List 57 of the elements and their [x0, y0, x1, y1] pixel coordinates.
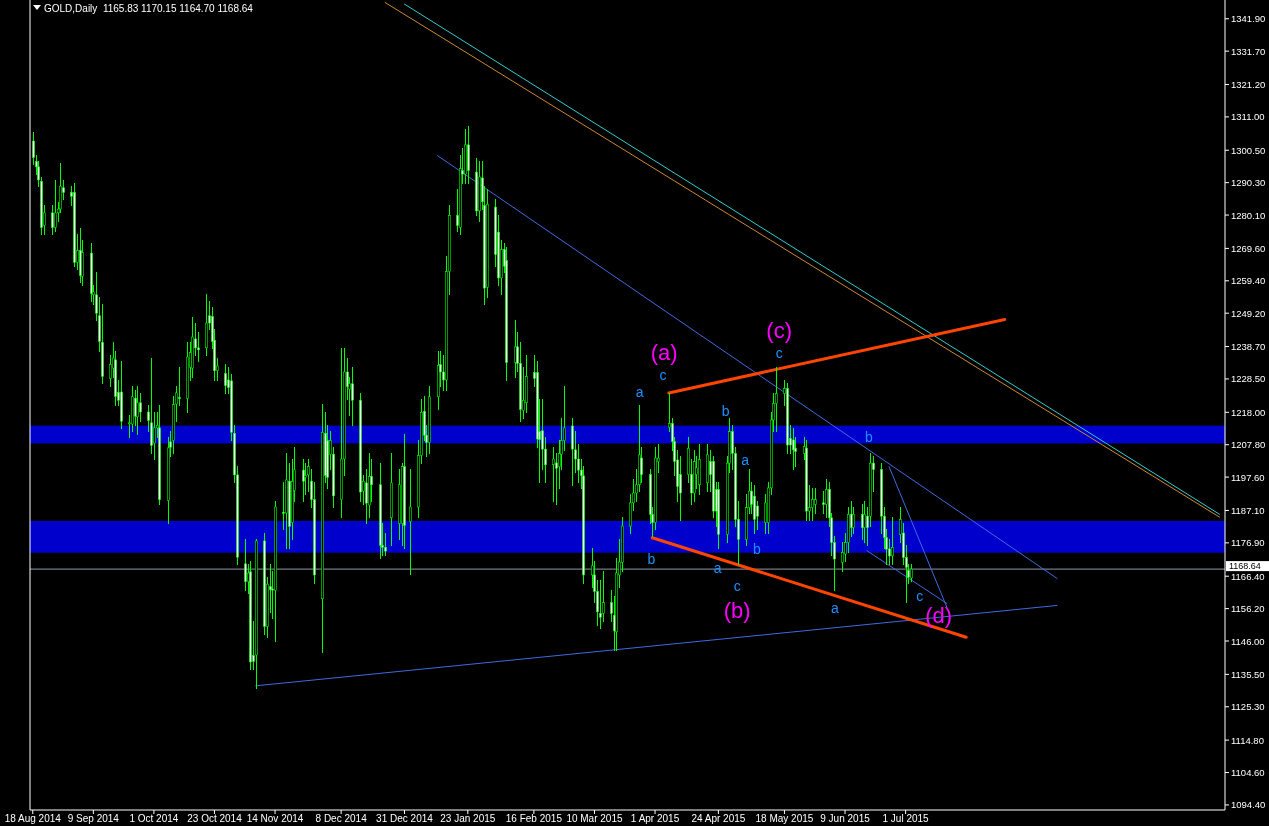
y-tick-label: 1290.30: [1231, 177, 1266, 189]
y-tick-label: 1280.10: [1231, 209, 1266, 221]
y-tick-label: 1187.10: [1231, 504, 1265, 516]
annotation: a: [635, 384, 644, 401]
y-tick-label: 1331.70: [1231, 45, 1266, 57]
annotation: b: [721, 402, 730, 419]
x-tick-label: 24 Apr 2015: [691, 812, 746, 824]
x-tick-label: 1 Oct 2014: [129, 812, 179, 824]
annotation: b: [753, 540, 762, 557]
y-tick-label: 1228.50: [1231, 373, 1266, 385]
x-tick-label: 18 Aug 2014: [4, 812, 62, 824]
x-tick-label: 16 Feb 2015: [505, 812, 563, 824]
annotation: (c): [766, 318, 793, 344]
y-tick-label: 1311.00: [1231, 111, 1265, 123]
annotation: b: [647, 550, 656, 567]
x-tick-label: 9 Jun 2015: [820, 812, 871, 824]
annotation: c: [733, 577, 741, 594]
x-tick-label: 23 Oct 2014: [187, 812, 243, 824]
y-tick-label: 1114.80: [1231, 734, 1264, 746]
x-tick-label: 31 Dec 2014: [376, 812, 434, 824]
y-tick-label: 1207.80: [1231, 439, 1266, 451]
y-tick-label: 1300.50: [1231, 144, 1266, 156]
y-tick-label: 1104.60: [1231, 767, 1265, 779]
x-tick-label: 1 Apr 2015: [630, 812, 680, 824]
x-tick-label: 8 Dec 2014: [315, 812, 368, 824]
y-tick-label: 1238.70: [1231, 341, 1266, 353]
y-tick-label: 1094.40: [1231, 799, 1266, 811]
y-tick-label: 1197.60: [1231, 471, 1265, 483]
y-tick-label: 1249.20: [1231, 307, 1266, 319]
annotation: (a): [650, 339, 678, 365]
x-tick-label: 14 Nov 2014: [246, 812, 304, 824]
y-tick-label: 1341.90: [1231, 13, 1266, 25]
y-tick-label: 1176.90: [1231, 537, 1265, 549]
annotation: a: [713, 559, 722, 576]
annotation: a: [741, 451, 750, 468]
y-tick-label: 1125.30: [1231, 701, 1265, 713]
annotation: (b): [723, 597, 751, 623]
y-tick-label: 1321.20: [1231, 78, 1266, 90]
annotation: c: [659, 367, 667, 384]
x-tick-label: 10 Mar 2015: [566, 812, 623, 824]
y-tick-label: 1146.00: [1231, 635, 1265, 647]
annotation: c: [775, 345, 783, 362]
annotation: b: [865, 428, 874, 445]
y-tick-label: 1166.40: [1231, 570, 1265, 582]
y-tick-label: 1218.00: [1231, 406, 1266, 418]
x-tick-label: 23 Jan 2015: [440, 812, 496, 824]
annotation: c: [916, 587, 924, 604]
chart-title: GOLD,Daily 1165.83 1170.15 1164.70 1168.64: [44, 2, 254, 14]
y-tick-label: 1156.20: [1231, 603, 1265, 615]
ref-line-label: 1168.64: [1229, 561, 1261, 572]
x-tick-label: 1 Jul 2015: [882, 812, 930, 824]
x-tick-label: 18 May 2015: [755, 812, 814, 824]
annotation: a: [830, 599, 839, 616]
y-tick-label: 1269.60: [1231, 242, 1266, 254]
x-tick-label: 9 Sep 2014: [67, 812, 120, 824]
y-tick-label: 1135.50: [1231, 668, 1265, 680]
y-tick-label: 1259.40: [1231, 275, 1266, 287]
